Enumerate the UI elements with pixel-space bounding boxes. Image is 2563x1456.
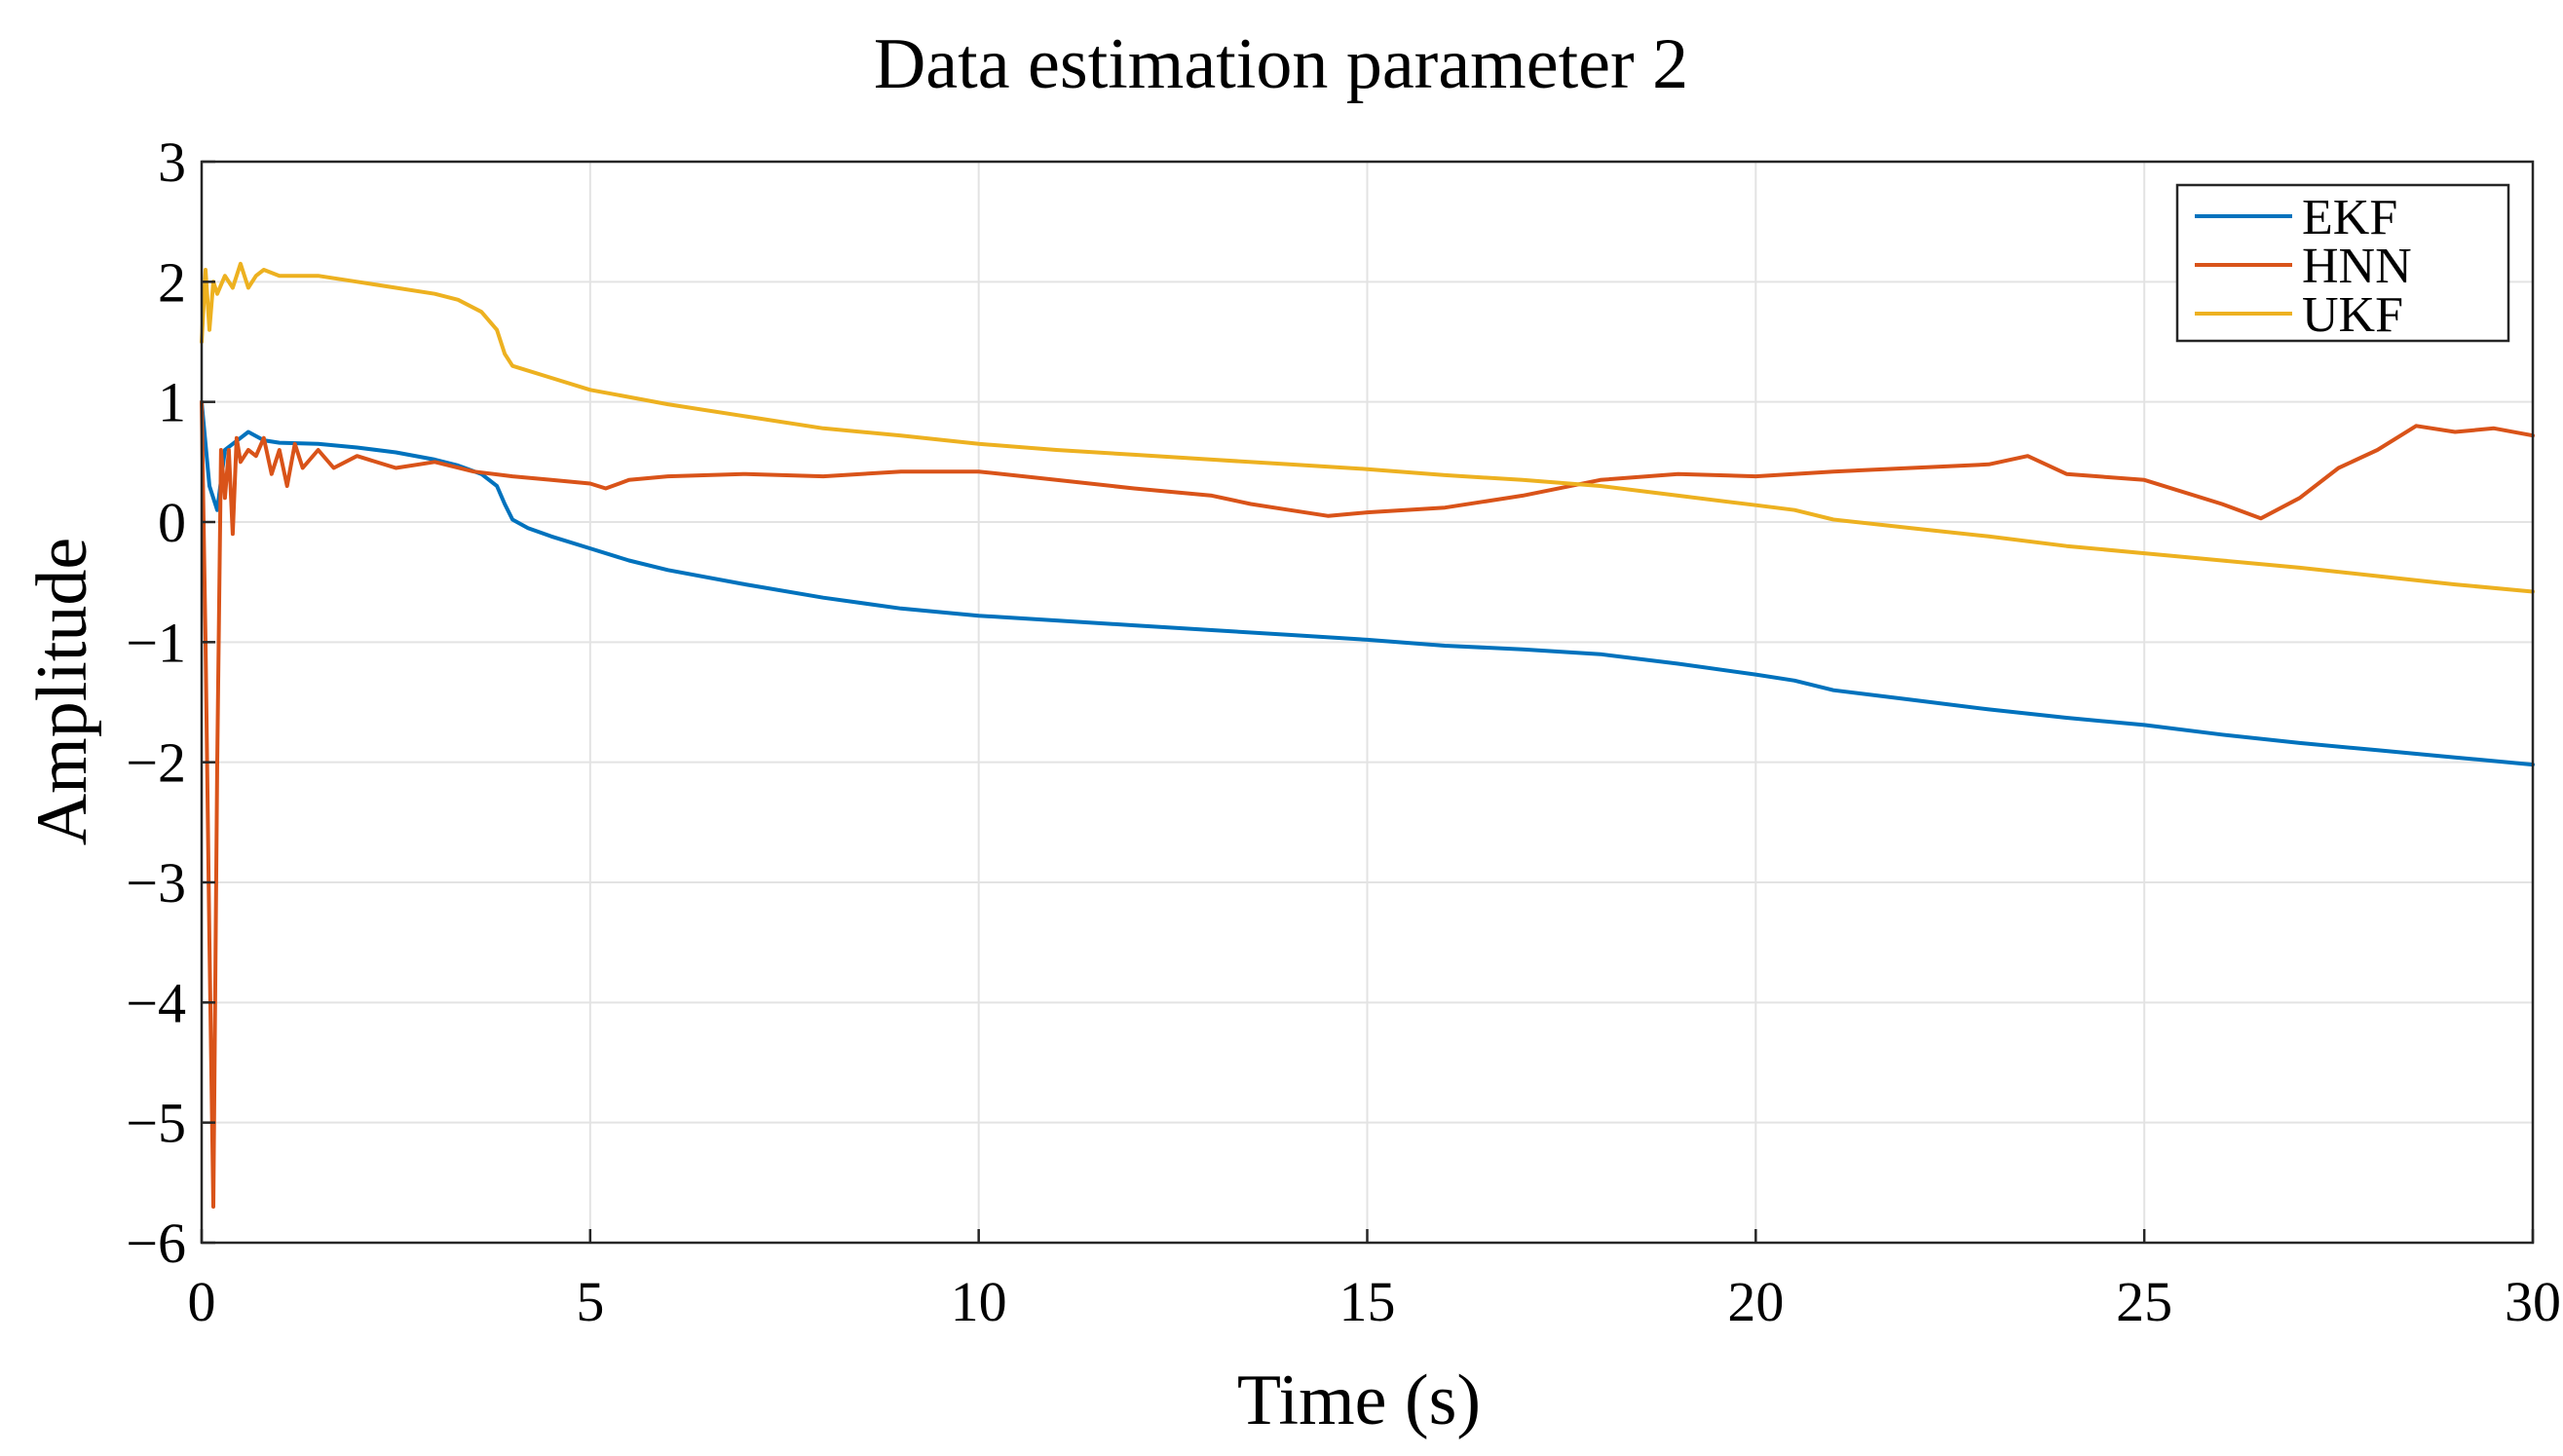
y-axis-label: Amplitude [22, 538, 102, 846]
y-tick-label: −1 [126, 611, 186, 674]
y-tick-label: −6 [126, 1212, 186, 1275]
x-tick-label: 10 [951, 1270, 1007, 1333]
y-tick-label: 2 [158, 250, 186, 314]
y-tick-label: 1 [158, 371, 186, 434]
y-tick-label: −5 [126, 1092, 186, 1155]
x-tick-label: 0 [188, 1270, 216, 1333]
y-tick-label: −4 [126, 971, 186, 1034]
legend-label-ekf: EKF [2302, 190, 2397, 245]
series-layer [200, 261, 2535, 1209]
series-hnn-line [200, 399, 2535, 1209]
legend-label-ukf: UKF [2302, 287, 2403, 343]
chart-title: Data estimation parameter 2 [874, 24, 1688, 104]
y-tick-label: 3 [158, 131, 186, 194]
y-tick-label: −2 [126, 731, 186, 795]
y-tick-label: −3 [126, 851, 186, 915]
y-tick-label: 0 [158, 491, 186, 554]
x-tick-label: 20 [1727, 1270, 1784, 1333]
x-axis-label: Time (s) [1237, 1361, 1481, 1440]
series-ukf-line [200, 261, 2535, 594]
x-tick-label: 25 [2116, 1270, 2172, 1333]
x-tick-label: 15 [1339, 1270, 1396, 1333]
x-tick-label: 5 [576, 1270, 604, 1333]
series-ekf-line [200, 399, 2535, 767]
legend-label-hnn: HNN [2302, 239, 2412, 294]
x-tick-label: 30 [2505, 1270, 2561, 1333]
